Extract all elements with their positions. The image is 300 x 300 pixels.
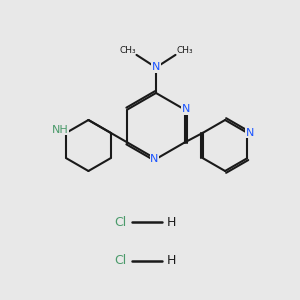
Text: CH₃: CH₃ <box>176 46 193 56</box>
Text: N: N <box>246 128 254 138</box>
Text: H: H <box>166 254 176 268</box>
Text: CH₃: CH₃ <box>119 46 136 56</box>
Text: NH: NH <box>52 125 69 135</box>
Text: N: N <box>150 154 159 164</box>
Text: H: H <box>166 215 176 229</box>
Text: Cl: Cl <box>114 215 126 229</box>
Text: Cl: Cl <box>114 254 126 268</box>
Text: N: N <box>182 104 190 115</box>
Text: N: N <box>152 62 160 73</box>
